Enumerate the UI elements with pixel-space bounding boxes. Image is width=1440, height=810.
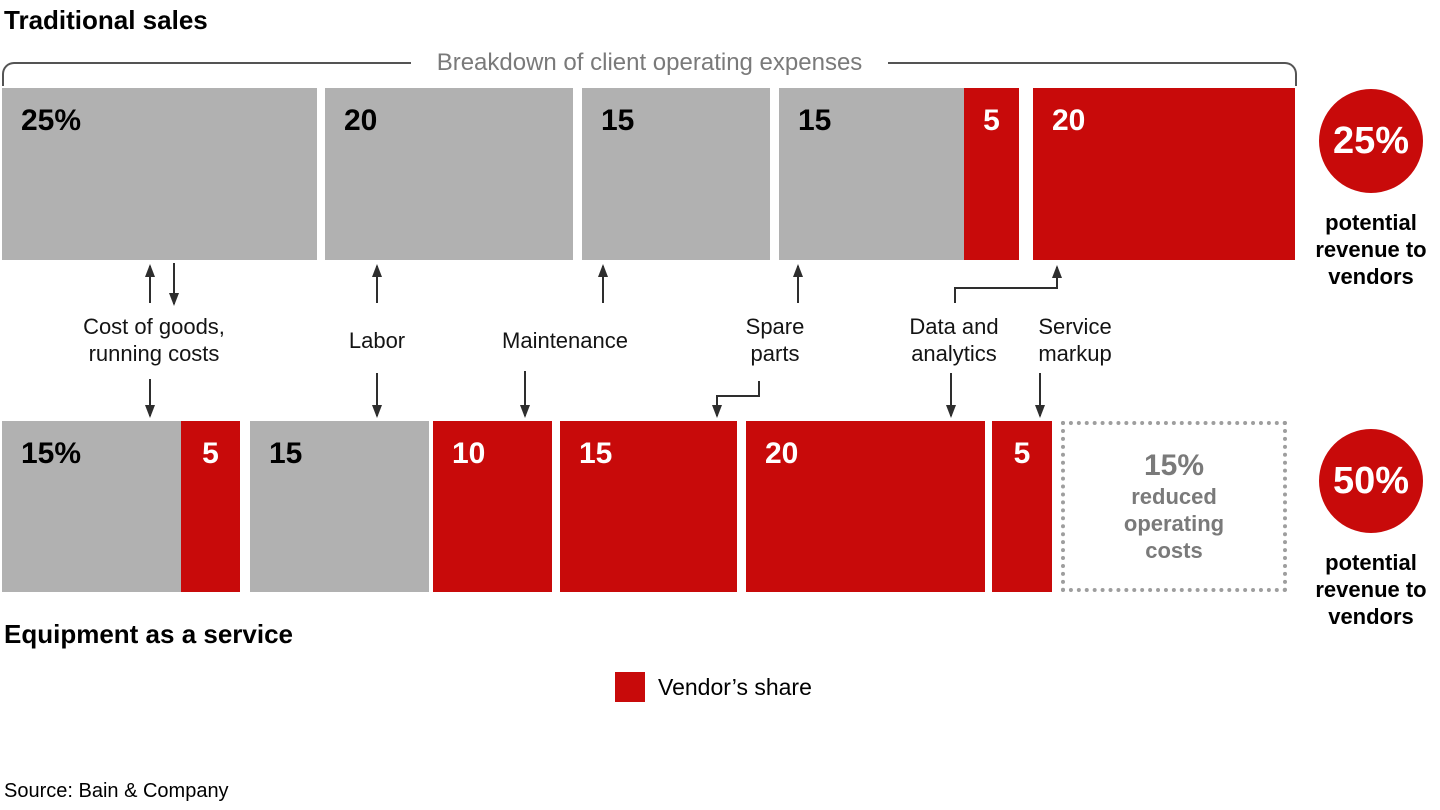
bar-value: 15 xyxy=(579,437,613,470)
savings-line: reduced xyxy=(1131,484,1217,509)
label-cost-of-goods: Cost of goods, running costs xyxy=(83,313,225,367)
label-line: Maintenance xyxy=(502,328,628,353)
source-note: Source: Bain & Company xyxy=(4,780,229,802)
label-spare-parts: Spare parts xyxy=(746,313,805,367)
top-bar-service-markup: 20 xyxy=(1033,88,1295,260)
top-bar-spare-parts: 15 xyxy=(779,88,964,260)
bottom-row-title: Equipment as a service xyxy=(4,619,294,649)
label-labor: Labor xyxy=(349,327,405,354)
reduced-operating-costs-box: 15% reduced operating costs xyxy=(1061,421,1287,592)
top-bar-cost-of-goods: 25% xyxy=(2,88,317,260)
bottom-bar-data-analytics: 20 xyxy=(746,421,985,592)
legend-label: Vendor’s share xyxy=(658,673,812,700)
label-line: running costs xyxy=(88,341,220,366)
caption-line: revenue to xyxy=(1315,577,1427,602)
label-maintenance: Maintenance xyxy=(502,327,628,354)
label-line: Spare xyxy=(745,314,805,339)
bottom-bar-spare-parts: 15 xyxy=(560,421,737,592)
bottom-bar-labor: 15 xyxy=(250,421,429,592)
bar-value: 25% xyxy=(21,104,82,137)
top-vendor-share-caption: potential revenue to vendors xyxy=(1286,209,1440,290)
bottom-bar-cost-of-goods-vendor: 5 xyxy=(181,421,240,592)
bottom-vendor-share-caption: potential revenue to vendors xyxy=(1286,549,1440,630)
bar-value: 20 xyxy=(1052,104,1086,137)
label-line: Data and xyxy=(909,314,999,339)
label-line: markup xyxy=(1038,341,1112,366)
bar-value: 20 xyxy=(765,437,799,470)
bottom-bar-cost-of-goods-client: 15% xyxy=(2,421,181,592)
label-line: Labor xyxy=(348,328,406,353)
bar-value: 10 xyxy=(452,437,486,470)
caption-line: potential xyxy=(1325,210,1417,235)
label-data-analytics: Data and analytics xyxy=(909,313,998,367)
bar-value: 20 xyxy=(344,104,378,137)
caption-line: vendors xyxy=(1328,264,1414,289)
bar-value: 15 xyxy=(601,104,635,137)
label-service-markup: Service markup xyxy=(1038,313,1111,367)
caption-line: potential xyxy=(1325,550,1417,575)
caption-line: vendors xyxy=(1328,604,1414,629)
bar-value: 15% xyxy=(21,437,82,470)
vendor-share-swatch-icon xyxy=(615,672,645,702)
bottom-vendor-share-badge: 50% xyxy=(1319,429,1423,533)
top-bar-labor: 20 xyxy=(325,88,573,260)
label-line: Cost of goods, xyxy=(83,314,225,339)
bottom-bar-service-markup: 5 xyxy=(992,421,1052,592)
bar-value: 5 xyxy=(202,437,219,470)
caption-line: revenue to xyxy=(1315,237,1427,262)
top-bar-maintenance: 15 xyxy=(582,88,770,260)
bottom-bar-maintenance: 10 xyxy=(433,421,552,592)
bar-value: 15 xyxy=(269,437,303,470)
top-bar-data-analytics: 5 xyxy=(964,88,1019,260)
top-row-title: Traditional sales xyxy=(4,5,208,35)
savings-line: costs xyxy=(1145,538,1203,563)
bar-value: 15 xyxy=(798,104,832,137)
bar-value: 5 xyxy=(1013,437,1031,470)
bar-value: 5 xyxy=(983,104,1000,137)
savings-headline: 15% xyxy=(1143,449,1205,482)
bracket-label: Breakdown of client operating expenses xyxy=(410,49,889,77)
savings-line: operating xyxy=(1123,511,1225,536)
label-line: parts xyxy=(750,341,800,366)
label-line: Service xyxy=(1038,314,1112,339)
label-line: analytics xyxy=(911,341,997,366)
top-vendor-share-badge: 25% xyxy=(1319,89,1423,193)
expenses-bracket: Breakdown of client operating expenses xyxy=(2,49,1297,86)
legend: Vendor’s share xyxy=(615,672,812,702)
